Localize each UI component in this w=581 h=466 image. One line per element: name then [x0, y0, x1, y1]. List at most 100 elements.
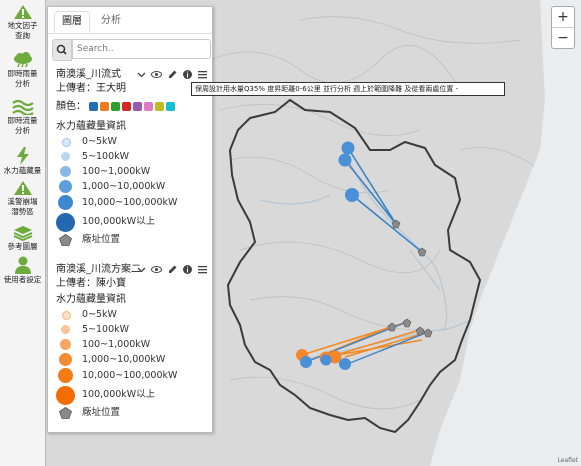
search-button[interactable] [52, 39, 72, 61]
legend-dot [59, 353, 72, 366]
tool-landslide[interactable]: 溪警崩塌 潛勢區 [0, 180, 45, 216]
potential-point[interactable] [320, 354, 332, 366]
layer-search [52, 39, 211, 61]
warning-triangle-icon [13, 5, 32, 19]
color-swatch[interactable] [100, 101, 110, 111]
user-icon [14, 256, 31, 274]
alert-triangle-icon [13, 181, 32, 195]
pentagon-icon [59, 234, 72, 246]
plant-site-marker[interactable] [387, 322, 397, 332]
legend-label: 100~1,000kW [82, 339, 151, 350]
potential-point[interactable] [338, 153, 352, 167]
edit-icon[interactable] [167, 69, 178, 80]
legend-label: 0~5kW [82, 136, 117, 147]
watershed-boundary [226, 98, 482, 434]
rain-cloud-icon [13, 52, 32, 68]
tool-hydropower[interactable]: 水力蘊藏量 [0, 147, 45, 175]
potential-point[interactable] [300, 356, 312, 368]
tool-user-settings[interactable]: 使用者設定 [0, 256, 45, 284]
search-icon [56, 44, 67, 55]
plant-site-marker[interactable] [391, 219, 401, 229]
color-swatch[interactable] [122, 101, 132, 111]
potential-point[interactable] [328, 350, 342, 364]
zoom-out-button[interactable]: − [552, 27, 574, 48]
edit-icon[interactable] [167, 264, 178, 275]
legend-label: 100~1,000kW [82, 166, 151, 177]
map-attribution[interactable]: Leaflet [557, 457, 578, 464]
legend-row: 10,000~100,000kW [56, 367, 212, 385]
legend-row: 10,000~100,000kW [56, 194, 212, 212]
menu-icon[interactable] [197, 264, 208, 275]
color-swatch[interactable] [166, 101, 176, 111]
color-swatch[interactable] [133, 101, 143, 111]
layer1-connectors [344, 147, 423, 253]
search-input[interactable] [72, 39, 211, 59]
eye-icon[interactable] [151, 69, 163, 80]
potential-point[interactable] [345, 188, 359, 202]
legend-label: 廠址位置 [82, 234, 121, 245]
lightning-icon [16, 147, 29, 165]
legend-dot [61, 152, 70, 161]
tool-label: 分析 [15, 79, 30, 88]
legend-row: 1,000~10,000kW [56, 179, 212, 194]
color-swatch[interactable] [111, 101, 121, 111]
plant-site-marker[interactable] [402, 318, 412, 328]
layer1-legend-title: 水力蘊藏量資訊 [56, 121, 126, 132]
tool-label: 即時雨量 [7, 69, 38, 78]
plant-site-marker[interactable] [415, 326, 425, 336]
tool-label: 即時流量 [7, 116, 38, 125]
color-label: 顏色： [56, 101, 86, 112]
water-wave-icon [11, 99, 34, 115]
tool-label: 分析 [15, 126, 30, 135]
legend-row: 0~5kW [56, 307, 212, 322]
legend-label: 100,000kW以上 [82, 216, 156, 227]
legend-label: 10,000~100,000kW [82, 197, 178, 208]
legend-label: 廠址位置 [82, 407, 121, 418]
tool-flow-analysis[interactable]: 即時流量 分析 [0, 99, 45, 135]
legend-dot [62, 311, 71, 320]
legend-label: 5~100kW [82, 324, 130, 335]
tool-label: 查詢 [15, 31, 30, 40]
layer2-actions [135, 264, 208, 276]
eye-icon[interactable] [151, 264, 163, 275]
layer1-points[interactable] [338, 141, 427, 257]
pentagon-icon [59, 407, 72, 419]
chevron-down-icon[interactable] [136, 69, 147, 80]
potential-point[interactable] [341, 141, 355, 155]
layer2-legend-title: 水力蘊藏量資訊 [56, 294, 126, 305]
tool-label: 潛勢區 [11, 207, 34, 216]
legend-label: 100,000kW以上 [82, 389, 156, 400]
tool-terrain-query[interactable]: 地文因子 查詢 [0, 4, 45, 40]
color-swatch[interactable] [89, 101, 99, 111]
tab-layers[interactable]: 圖層 [54, 11, 90, 33]
menu-icon[interactable] [197, 69, 208, 80]
info-icon[interactable] [182, 69, 193, 80]
tool-label: 地文因子 [7, 21, 38, 30]
legend-dot [59, 180, 72, 193]
legend-row: 5~100kW [56, 322, 212, 337]
legend-row: 100,000kW以上 [56, 212, 212, 232]
layer2-uploader: 上傳者：陳小寶 [56, 278, 126, 289]
info-icon[interactable] [182, 264, 193, 275]
tool-rain-analysis[interactable]: 即時雨量 分析 [0, 52, 45, 88]
plant-site-marker[interactable] [417, 247, 427, 257]
legend-row: 100,000kW以上 [56, 385, 212, 405]
tool-reference-layers[interactable]: 參考圖層 [0, 225, 45, 251]
chevron-down-icon[interactable] [136, 264, 147, 275]
tab-analysis[interactable]: 分析 [101, 15, 121, 26]
layer1-actions [135, 69, 208, 81]
plant-site-marker[interactable] [423, 328, 433, 338]
tool-label: 使用者設定 [3, 275, 42, 284]
layer2-points[interactable] [296, 318, 433, 370]
color-swatch[interactable] [155, 101, 165, 111]
legend-dot [62, 138, 71, 147]
layer-panel: 圖層 分析 南澳溪_川流式 上傳者：王大明 顏色： 水力蘊藏量資訊 0~5kW … [47, 6, 213, 433]
color-swatch[interactable] [144, 101, 154, 111]
legend-dot [56, 213, 75, 232]
potential-point[interactable] [339, 358, 351, 370]
legend-label: 5~100kW [82, 151, 130, 162]
legend-label: 1,000~10,000kW [82, 181, 166, 192]
layers-icon [13, 226, 32, 241]
layer1-uploader: 上傳者：王大明 [56, 83, 126, 94]
zoom-in-button[interactable]: + [557, 9, 569, 25]
